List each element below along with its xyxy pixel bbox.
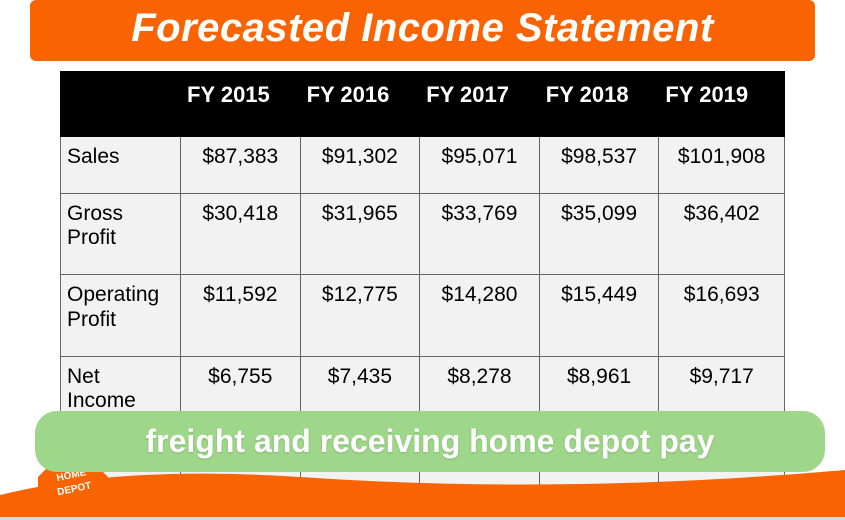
- cell: $98,537: [539, 137, 659, 194]
- caption-text: freight and receiving home depot pay: [146, 423, 715, 459]
- table-row: Gross Profit $30,418 $31,965 $33,769 $35…: [61, 194, 785, 275]
- cell: $95,071: [420, 137, 540, 194]
- col-fy2015: FY 2015: [181, 72, 301, 137]
- cell: $16,693: [659, 275, 785, 356]
- row-label: Operating Profit: [61, 275, 181, 356]
- table-row: Operating Profit $11,592 $12,775 $14,280…: [61, 275, 785, 356]
- page-title: Forecasted Income Statement: [50, 6, 795, 51]
- cell: $101,908: [659, 137, 785, 194]
- col-fy2019: FY 2019: [659, 72, 785, 137]
- row-label: Sales: [61, 137, 181, 194]
- col-fy2018: FY 2018: [539, 72, 659, 137]
- cell: $33,769: [420, 194, 540, 275]
- cell: $12,775: [300, 275, 420, 356]
- table-header-row: FY 2015 FY 2016 FY 2017 FY 2018 FY 2019: [61, 72, 785, 137]
- col-fy2016: FY 2016: [300, 72, 420, 137]
- cell: $87,383: [181, 137, 301, 194]
- cell: $14,280: [420, 275, 540, 356]
- row-label: Gross Profit: [61, 194, 181, 275]
- cell: $36,402: [659, 194, 785, 275]
- table-row: Sales $87,383 $91,302 $95,071 $98,537 $1…: [61, 137, 785, 194]
- cell: $15,449: [539, 275, 659, 356]
- cell: $11,592: [181, 275, 301, 356]
- cell: $31,965: [300, 194, 420, 275]
- cell: $91,302: [300, 137, 420, 194]
- title-bar: Forecasted Income Statement: [30, 0, 815, 61]
- caption-overlay: freight and receiving home depot pay: [35, 411, 825, 472]
- cell: $35,099: [539, 194, 659, 275]
- col-blank: [61, 72, 181, 137]
- cell: $30,418: [181, 194, 301, 275]
- col-fy2017: FY 2017: [420, 72, 540, 137]
